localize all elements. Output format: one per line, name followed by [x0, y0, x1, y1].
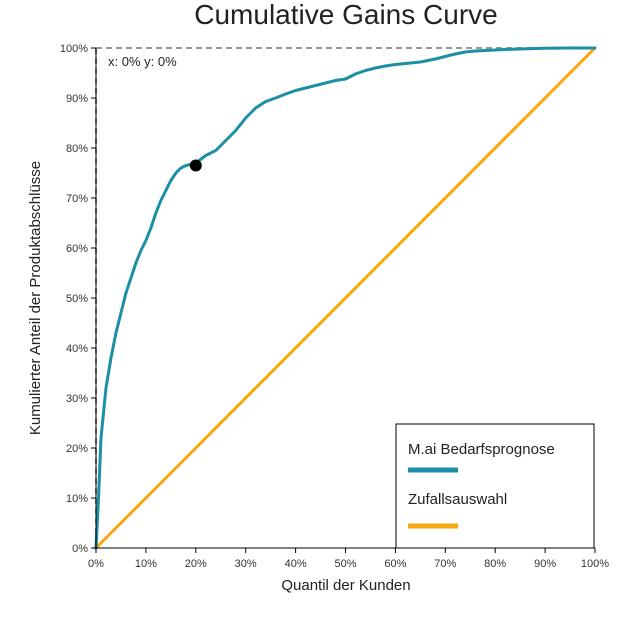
x-tick-label: 70%	[434, 558, 456, 570]
y-tick-label: 60%	[66, 243, 88, 255]
x-tick-label: 80%	[484, 558, 506, 570]
hover-marker	[189, 159, 202, 172]
x-tick-label: 30%	[235, 558, 257, 570]
x-tick-label: 10%	[135, 558, 157, 570]
series-layer	[94, 46, 597, 550]
x-axis-label: Quantil der Kunden	[281, 577, 410, 594]
x-tick-label: 50%	[334, 558, 356, 570]
x-tick-label: 60%	[384, 558, 406, 570]
x-tick-label: 40%	[285, 558, 307, 570]
y-axis-label: Kumulierter Anteil der Produktabschlüsse	[27, 161, 44, 435]
legend-label-random: Zufallsauswahl	[408, 491, 507, 508]
axes-layer: 0% 10% 20% 30% 40% 50% 60% 70% 80% 90% 100% 0% 10% 20…	[60, 43, 609, 570]
y-tick-label: 100%	[60, 43, 88, 55]
y-tick-label: 20%	[66, 443, 88, 455]
y-tick-label: 90%	[66, 93, 88, 105]
y-tick-label: 70%	[66, 193, 88, 205]
y-tick-label: 10%	[66, 493, 88, 505]
series-line-model	[94, 46, 597, 550]
legend-label-model: M.ai Bedarfsprognose	[408, 441, 555, 458]
x-tick-label: 100%	[581, 558, 609, 570]
y-tick-label: 40%	[66, 343, 88, 355]
legend: M.ai Bedarfsprognose Zufallsauswahl	[395, 423, 595, 549]
x-tick-label: 90%	[534, 558, 556, 570]
series-line-random	[94, 46, 597, 550]
y-tick-label: 30%	[66, 393, 88, 405]
y-tick-label: 80%	[66, 143, 88, 155]
chart-title: Cumulative Gains Curve	[194, 0, 497, 30]
x-tick-label: 20%	[185, 558, 207, 570]
y-tick-label: 0%	[72, 543, 88, 555]
x-tick-label: 0%	[88, 558, 104, 570]
cursor-readout: x: 0% y: 0%	[108, 54, 177, 69]
y-tick-label: 50%	[66, 293, 88, 305]
